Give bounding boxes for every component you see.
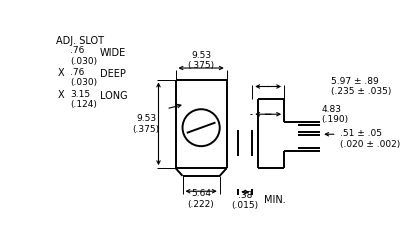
Text: 9.53
(.375): 9.53 (.375) xyxy=(132,114,160,134)
Text: X: X xyxy=(58,90,64,100)
Text: .76
(.030): .76 (.030) xyxy=(70,68,97,87)
Text: 4.83
(.190): 4.83 (.190) xyxy=(321,105,348,124)
Text: .51 ± .05
(.020 ± .002): .51 ± .05 (.020 ± .002) xyxy=(340,129,400,149)
Text: 9.53
(.375): 9.53 (.375) xyxy=(188,51,215,70)
Text: 3.15
(.124): 3.15 (.124) xyxy=(70,90,97,109)
Text: LONG: LONG xyxy=(100,91,127,101)
Text: 5.64
(.222): 5.64 (.222) xyxy=(188,189,214,209)
Text: X: X xyxy=(58,68,64,78)
Text: MIN.: MIN. xyxy=(264,196,286,205)
Text: 5.97 ± .89
(.235 ± .035): 5.97 ± .89 (.235 ± .035) xyxy=(330,77,391,96)
Text: ADJ. SLOT: ADJ. SLOT xyxy=(56,36,104,46)
Text: WIDE: WIDE xyxy=(100,48,126,58)
Text: .38
(.015): .38 (.015) xyxy=(232,191,259,210)
Text: .76
(.030): .76 (.030) xyxy=(70,46,97,66)
Text: DEEP: DEEP xyxy=(100,69,126,79)
